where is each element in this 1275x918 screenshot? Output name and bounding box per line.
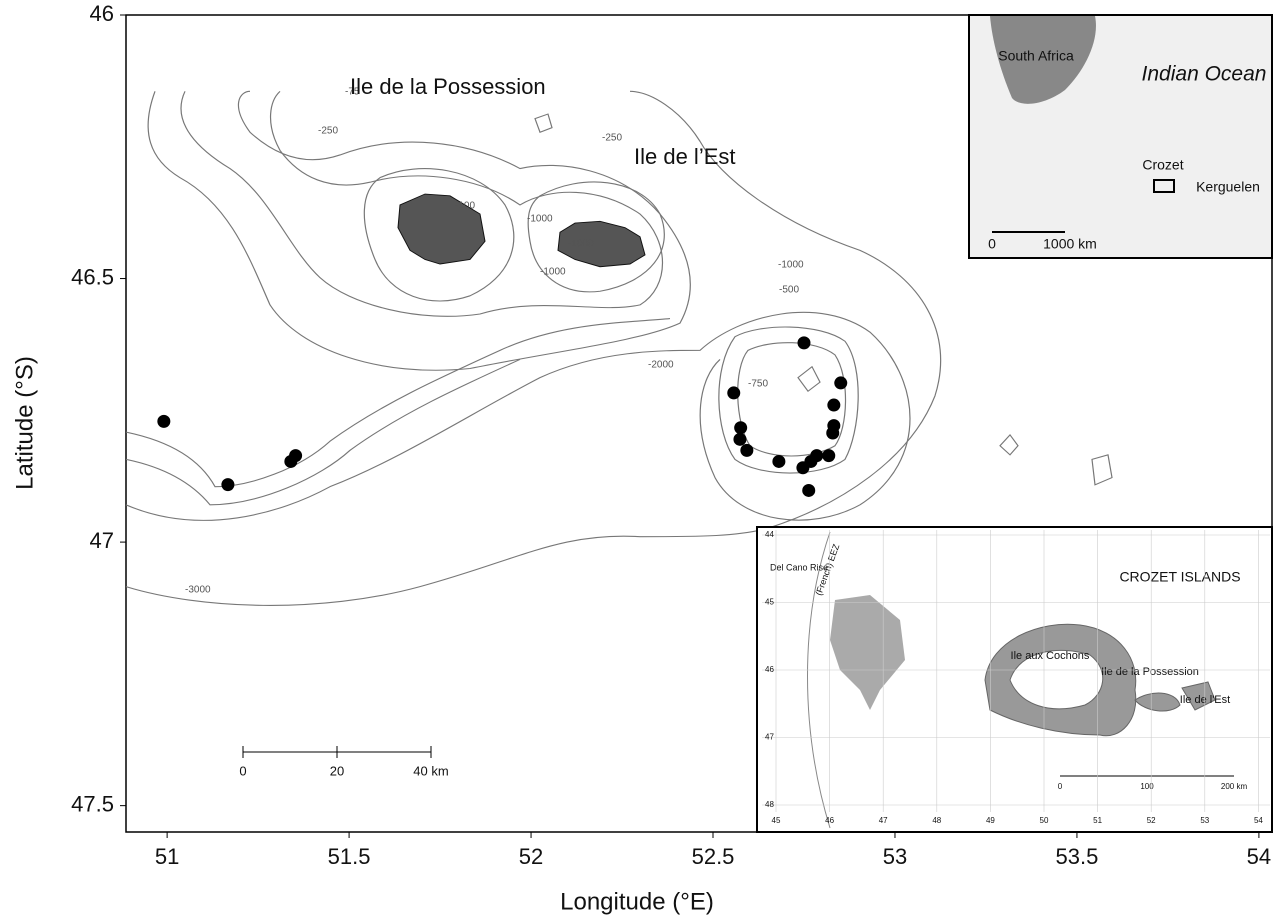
scale-label: 1000 km	[1043, 236, 1097, 252]
inset-label: Del Cano Rise	[770, 562, 828, 572]
contour-label: -500	[779, 285, 799, 296]
inset-x-label: 45	[772, 816, 781, 825]
survey-point	[734, 421, 748, 435]
survey-point	[772, 454, 786, 468]
contour-label: -75	[345, 87, 360, 98]
contour	[718, 326, 859, 474]
x-tick-label: 53	[883, 844, 907, 869]
y-tick-label: 47.5	[71, 791, 114, 816]
scale-label: 20	[330, 763, 344, 778]
inset-y-label: 47	[765, 733, 774, 742]
inset-x-label: 50	[1040, 816, 1049, 825]
island	[397, 193, 486, 265]
contour	[125, 317, 671, 488]
shelf	[1009, 649, 1104, 710]
scale-label: 0	[239, 763, 246, 778]
contour-label: -250	[318, 126, 338, 137]
island-label: Ile de l’Est	[634, 144, 736, 169]
contour-label: -1000	[527, 214, 553, 225]
scale-label: 200 km	[1221, 782, 1248, 791]
contour	[534, 113, 1113, 486]
x-tick-label: 54	[1247, 844, 1271, 869]
survey-point	[727, 386, 741, 400]
scale-label: 40 km	[413, 763, 448, 778]
scale-label: 0	[1058, 782, 1063, 791]
x-axis-label: Longitude (°E)	[560, 888, 714, 915]
y-tick-label: 46.5	[71, 264, 114, 289]
survey-point	[733, 432, 747, 446]
contour	[527, 181, 665, 293]
inset-marker	[1153, 179, 1175, 193]
contour	[125, 311, 911, 521]
scale-label: 0	[988, 236, 996, 252]
contour-label: -1000	[778, 260, 804, 271]
contour	[363, 168, 515, 302]
inset-x-label: 52	[1147, 816, 1156, 825]
inset-x-label: 54	[1254, 816, 1263, 825]
x-tick-label: 53.5	[1056, 844, 1099, 869]
inset-region: South Africa Indian Ocean Crozet Kerguel…	[968, 14, 1273, 259]
contour-label: -750	[748, 379, 768, 390]
inset-title: CROZET ISLANDS	[1119, 569, 1240, 585]
survey-point	[826, 426, 840, 440]
scale-label: 100	[1140, 782, 1154, 791]
inset-x-label: 48	[932, 816, 941, 825]
inset-label: Ile aux Cochons	[1011, 650, 1090, 662]
contour-label: -1000	[540, 267, 566, 278]
inset-y-label: 46	[765, 665, 774, 674]
survey-point	[834, 376, 848, 390]
inset-x-label: 46	[825, 816, 834, 825]
eez-line	[807, 531, 831, 829]
y-tick-label: 47	[90, 528, 114, 553]
inset-label: South Africa	[998, 48, 1074, 64]
inset-label: Indian Ocean	[1142, 63, 1267, 86]
y-axis-label: Latitude (°S)	[11, 356, 38, 490]
survey-point	[289, 449, 303, 463]
contour	[125, 90, 942, 606]
shelf	[1134, 681, 1216, 712]
inset-crozet: CROZET ISLANDS Del Cano Rise (French) EE…	[756, 526, 1273, 833]
survey-point	[796, 461, 810, 475]
survey-point	[797, 336, 811, 350]
bathymetry	[125, 90, 1113, 606]
inset-x-label: 47	[879, 816, 888, 825]
island-label: Ile de la Possession	[350, 74, 546, 99]
inset-label: Ile de la Possession	[1101, 666, 1199, 678]
contour	[125, 358, 521, 506]
inset-x-label: 51	[1093, 816, 1102, 825]
inset-y-label: 48	[765, 800, 774, 809]
land	[990, 16, 1096, 104]
island	[557, 220, 646, 268]
inset-y-label: 44	[765, 530, 774, 539]
survey-point	[827, 398, 841, 412]
inset-x-label: 49	[986, 816, 995, 825]
survey-point	[802, 483, 816, 497]
y-tick-label: 46	[90, 1, 114, 26]
survey-point	[157, 414, 171, 428]
x-tick-label: 52.5	[692, 844, 735, 869]
land	[830, 595, 905, 710]
x-tick-label: 52	[519, 844, 543, 869]
inset-x-label: 53	[1200, 816, 1209, 825]
survey-point	[822, 449, 836, 463]
contour	[737, 342, 847, 457]
contour-label: -1000	[568, 239, 594, 250]
contour-label: -100	[455, 201, 475, 212]
contour-label: -3000	[185, 585, 211, 596]
contour-label: -2000	[648, 360, 674, 371]
inset-y-label: 45	[765, 598, 774, 607]
inset-label: Kerguelen	[1196, 179, 1260, 195]
contour	[147, 90, 691, 371]
survey-point	[221, 478, 235, 492]
x-tick-label: 51	[155, 844, 179, 869]
inset-label: Crozet	[1142, 157, 1183, 173]
x-tick-label: 51.5	[328, 844, 371, 869]
contour-label: -250	[602, 133, 622, 144]
survey-point	[740, 443, 754, 457]
contour	[180, 90, 664, 317]
